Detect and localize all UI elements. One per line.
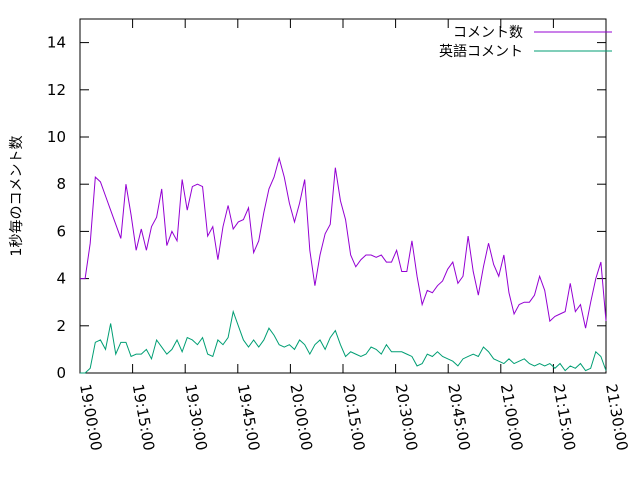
- y-tick-label: 0: [56, 364, 66, 382]
- x-tick-label: 19:45:00: [234, 383, 263, 452]
- legend-label-series-1: コメント数: [453, 25, 523, 41]
- axis-ticks: 0 2 4 6 8 10 12 14 19:00:00 19:15:00 19:30:00 19:45…: [47, 19, 631, 452]
- y-tick-label: 4: [56, 270, 66, 288]
- series-lines: [80, 156, 607, 374]
- y-tick-label: 6: [56, 222, 66, 240]
- x-tick-label: 21:15:00: [549, 383, 578, 452]
- x-tick-label: 21:30:00: [602, 383, 631, 452]
- x-tick-label: 19:30:00: [181, 383, 210, 452]
- series-line-2: [80, 309, 607, 374]
- y-tick-label: 14: [47, 34, 66, 52]
- x-tick-label: 21:00:00: [497, 383, 526, 452]
- x-tick-label: 20:15:00: [339, 383, 368, 452]
- legend: コメント数 英語コメント: [439, 25, 612, 60]
- x-tick-label: 20:30:00: [392, 383, 421, 452]
- y-tick-label: 8: [56, 175, 66, 193]
- legend-label-series-2: 英語コメント: [439, 43, 523, 60]
- x-tick-label: 20:00:00: [286, 383, 315, 452]
- y-tick-label: 2: [56, 317, 66, 335]
- x-tick-label: 19:15:00: [129, 383, 158, 452]
- x-tick-label: 19:00:00: [76, 383, 105, 452]
- y-axis-label: 1秒毎のコメント数: [9, 136, 25, 257]
- y-tick-label: 10: [47, 128, 66, 146]
- y-tick-label: 12: [47, 81, 66, 99]
- x-tick-label: 20:45:00: [444, 383, 473, 452]
- series-line-1: [80, 156, 607, 329]
- plot-frame: [79, 18, 607, 374]
